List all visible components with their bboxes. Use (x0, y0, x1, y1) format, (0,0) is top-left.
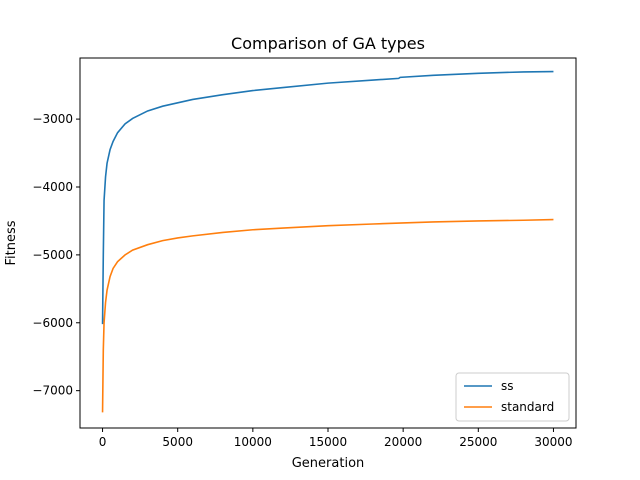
series-line-ss (101, 70, 554, 325)
plot-area (101, 70, 554, 413)
x-tick-label: 25000 (459, 435, 497, 449)
legend-label-standard: standard (501, 400, 554, 414)
y-tick-label: −6000 (32, 316, 73, 330)
y-axis: −7000 −6000 −5000 −4000 −3000 (32, 112, 80, 398)
legend-label-ss: ss (501, 379, 514, 393)
y-tick-label: −5000 (32, 248, 73, 262)
y-tick-label: −7000 (32, 384, 73, 398)
x-axis-label: Generation (292, 456, 365, 471)
y-tick-label: −4000 (32, 180, 73, 194)
y-tick-label: −3000 (32, 112, 73, 126)
x-axis: 0 5000 10000 15000 20000 25000 30000 (99, 428, 573, 449)
x-tick-label: 5000 (162, 435, 193, 449)
x-tick-label: 15000 (309, 435, 347, 449)
chart-title: Comparison of GA types (231, 34, 425, 53)
x-tick-label: 10000 (234, 435, 272, 449)
x-tick-label: 30000 (534, 435, 572, 449)
x-tick-label: 20000 (384, 435, 422, 449)
legend: ss standard (455, 372, 570, 422)
legend-box (455, 372, 570, 422)
x-tick-label: 0 (99, 435, 107, 449)
series-line-standard (101, 218, 554, 413)
y-axis-label: Fitness (4, 220, 19, 265)
